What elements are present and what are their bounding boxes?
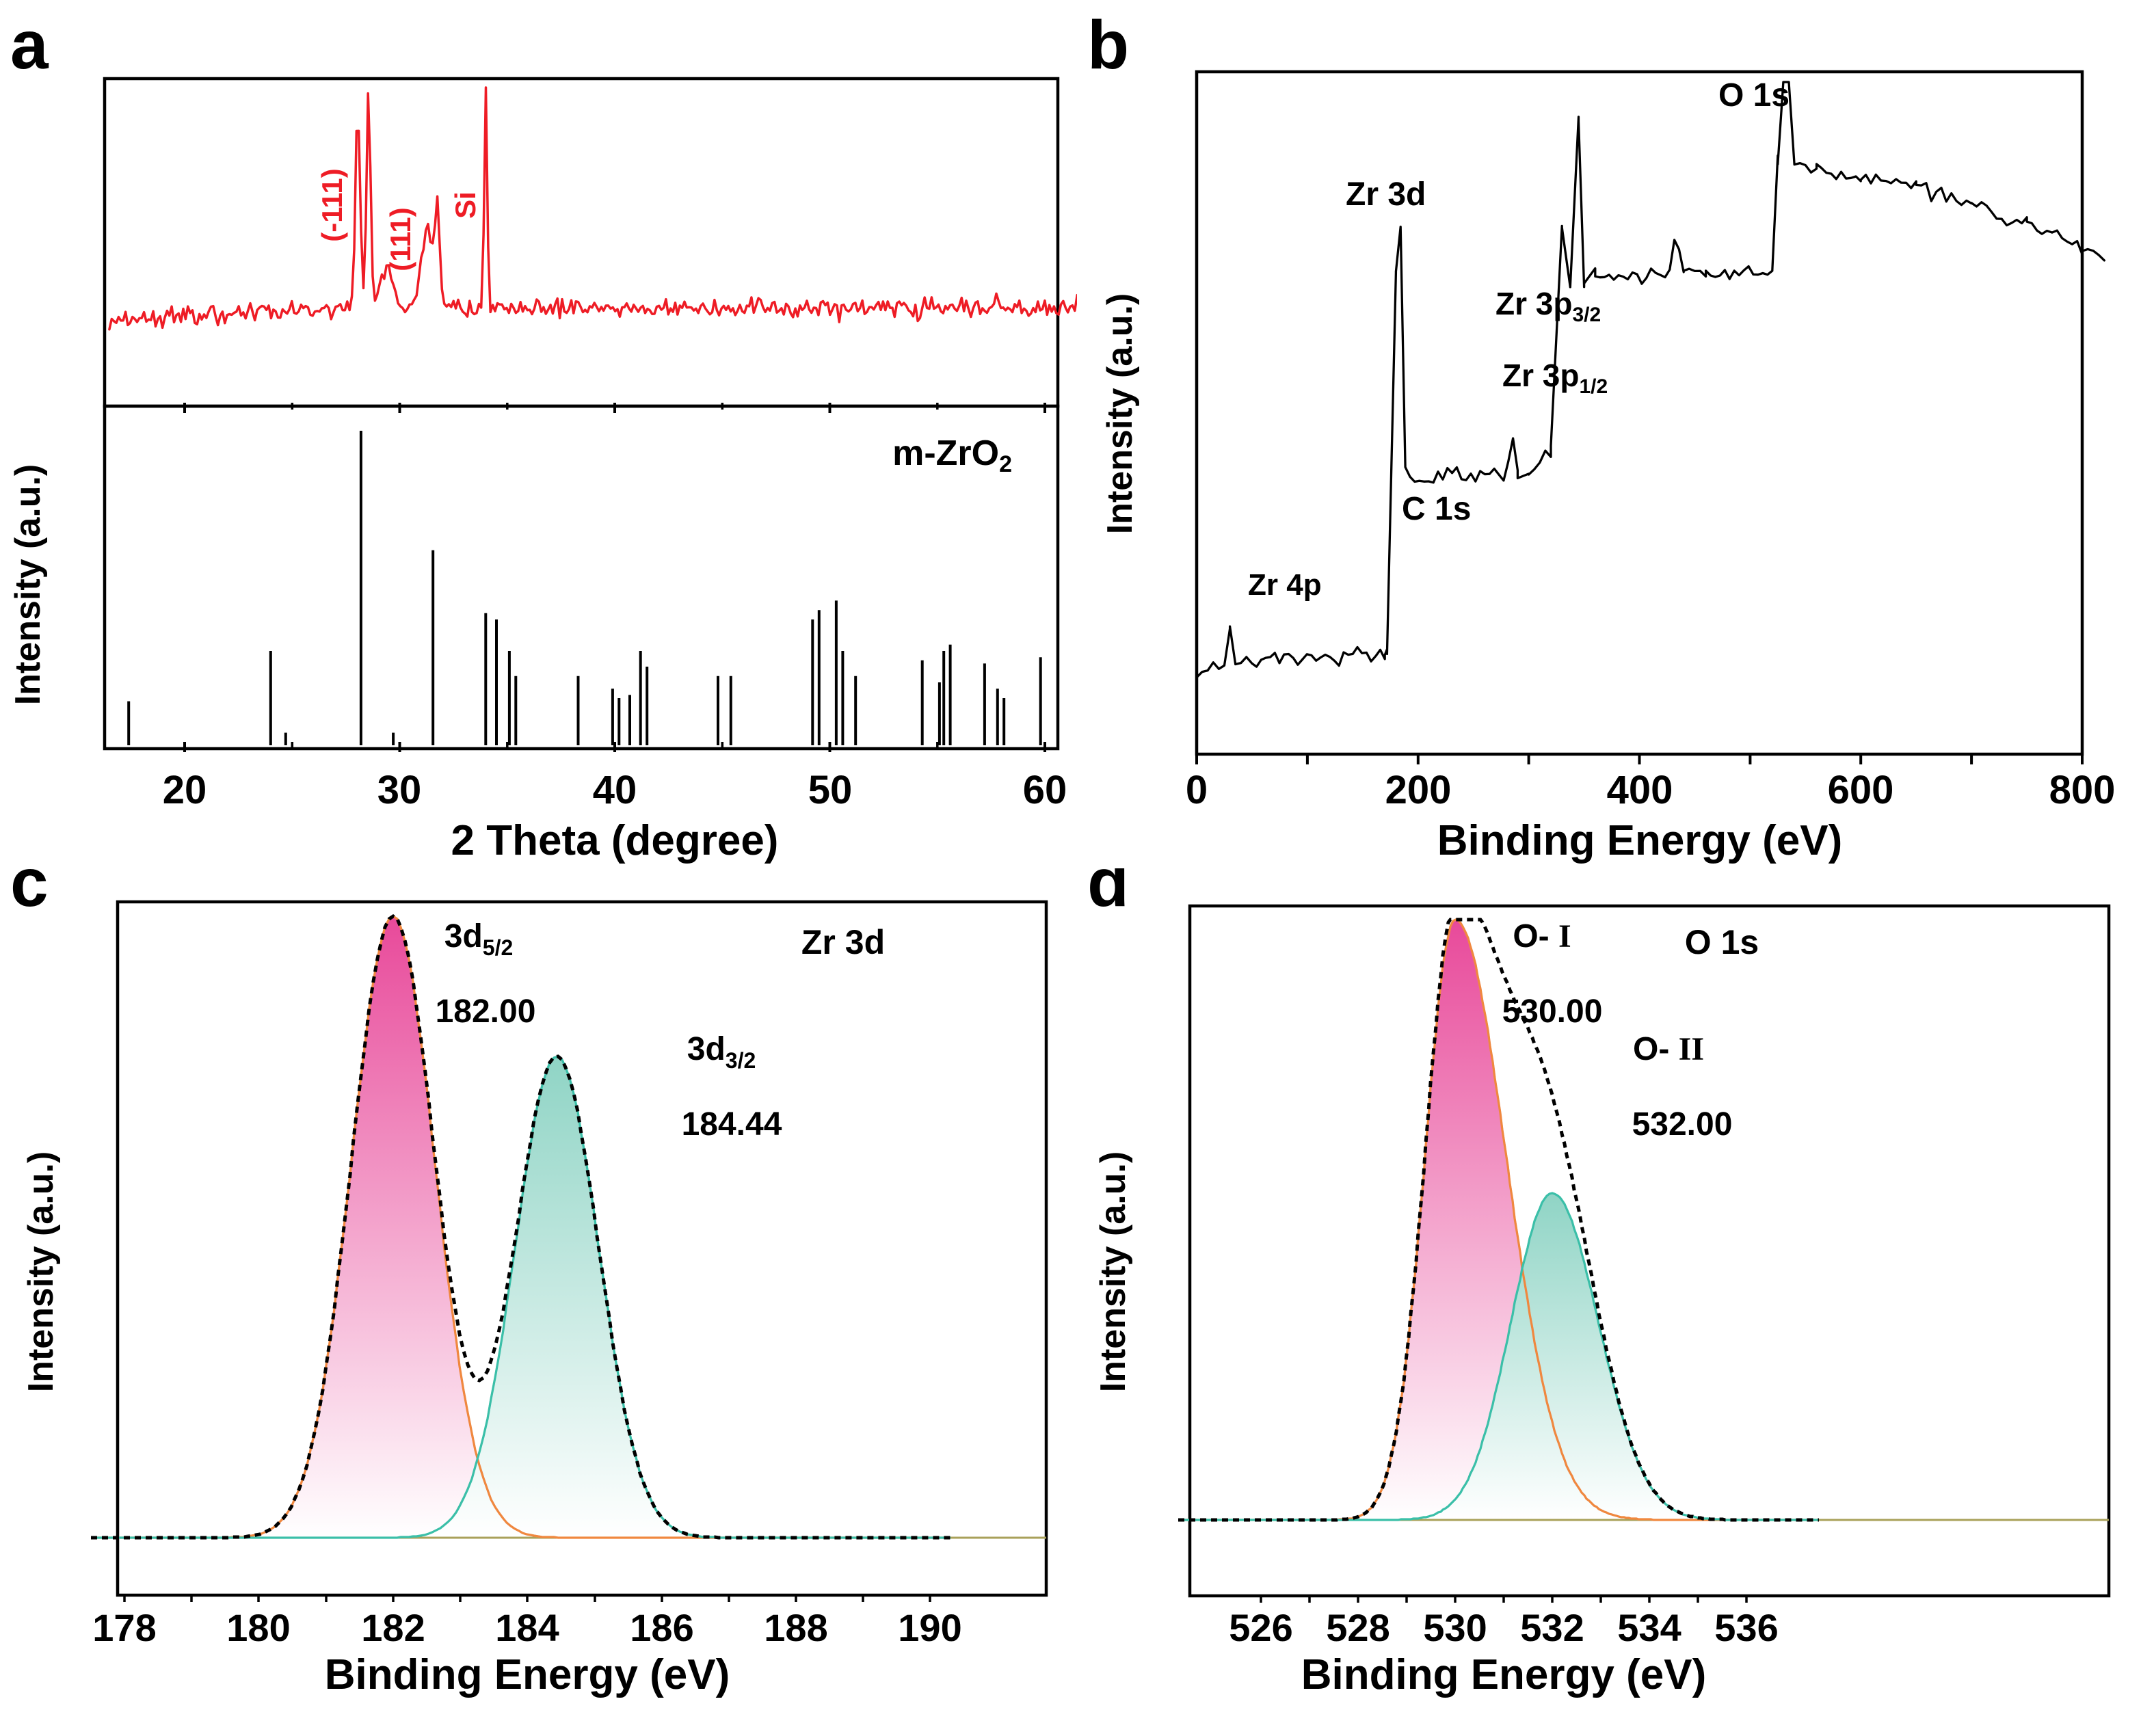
- svg-text:184: 184: [495, 1606, 559, 1649]
- svg-text:3d3/2: 3d3/2: [687, 1031, 756, 1073]
- svg-text:O 1s: O 1s: [1718, 77, 1790, 113]
- svg-text:Zr 3p3/2: Zr 3p3/2: [1495, 286, 1601, 326]
- svg-text:Si: Si: [449, 191, 481, 219]
- svg-text:C 1s: C 1s: [1402, 491, 1471, 527]
- svg-text:50: 50: [808, 768, 853, 812]
- svg-text:Intensity (a.u.): Intensity (a.u.): [8, 464, 48, 705]
- svg-text:534: 534: [1617, 1606, 1681, 1649]
- svg-text:3d5/2: 3d5/2: [444, 918, 514, 960]
- svg-text:Zr 3d: Zr 3d: [1346, 176, 1426, 213]
- svg-text:536: 536: [1714, 1606, 1778, 1649]
- svg-text:184.44: 184.44: [682, 1106, 782, 1143]
- svg-text:b: b: [1087, 7, 1129, 83]
- svg-text:Zr 4p: Zr 4p: [1248, 568, 1322, 602]
- svg-text:186: 186: [630, 1606, 693, 1649]
- svg-text:Zr 3p1/2: Zr 3p1/2: [1502, 358, 1608, 398]
- svg-text:530: 530: [1423, 1606, 1487, 1649]
- svg-text:Zr 3d: Zr 3d: [801, 923, 885, 961]
- svg-text:528: 528: [1326, 1606, 1390, 1649]
- svg-text:182.00: 182.00: [436, 993, 536, 1030]
- svg-text:(-111): (-111): [316, 168, 348, 241]
- svg-text:2 Theta (degree): 2 Theta (degree): [451, 817, 779, 864]
- svg-text:530.00: 530.00: [1502, 993, 1603, 1030]
- svg-text:m-ZrO2: m-ZrO2: [892, 433, 1012, 477]
- svg-text:d: d: [1087, 868, 1129, 921]
- svg-text:526: 526: [1229, 1606, 1292, 1649]
- svg-text:190: 190: [898, 1606, 961, 1649]
- svg-text:Intensity (a.u.): Intensity (a.u.): [1093, 1151, 1133, 1392]
- svg-text:400: 400: [1607, 768, 1673, 812]
- svg-text:Intensity (a.u.): Intensity (a.u.): [1100, 293, 1140, 534]
- svg-text:Binding Energy (eV): Binding Energy (eV): [1437, 817, 1842, 864]
- svg-text:180: 180: [226, 1606, 290, 1649]
- svg-text:532.00: 532.00: [1632, 1106, 1733, 1143]
- svg-text:Intensity (a.u.): Intensity (a.u.): [21, 1151, 61, 1392]
- svg-text:188: 188: [764, 1606, 827, 1649]
- svg-text:O- II: O- II: [1633, 1031, 1704, 1067]
- svg-text:30: 30: [377, 768, 422, 812]
- svg-text:O 1s: O 1s: [1685, 923, 1759, 961]
- svg-text:0: 0: [1186, 768, 1208, 812]
- svg-text:182: 182: [361, 1606, 425, 1649]
- svg-text:40: 40: [593, 768, 637, 812]
- svg-text:532: 532: [1520, 1606, 1584, 1649]
- svg-text:O- I: O- I: [1513, 918, 1571, 954]
- svg-text:800: 800: [2049, 768, 2116, 812]
- svg-text:20: 20: [163, 768, 207, 812]
- svg-text:Binding Energy (eV): Binding Energy (eV): [325, 1651, 730, 1698]
- svg-text:200: 200: [1385, 768, 1452, 812]
- svg-text:(111): (111): [384, 207, 416, 271]
- svg-text:a: a: [10, 7, 49, 83]
- svg-text:178: 178: [92, 1606, 156, 1649]
- svg-text:600: 600: [1828, 768, 1894, 812]
- svg-text:c: c: [10, 868, 49, 921]
- svg-text:Binding Energy (eV): Binding Energy (eV): [1301, 1651, 1706, 1698]
- svg-text:60: 60: [1023, 768, 1067, 812]
